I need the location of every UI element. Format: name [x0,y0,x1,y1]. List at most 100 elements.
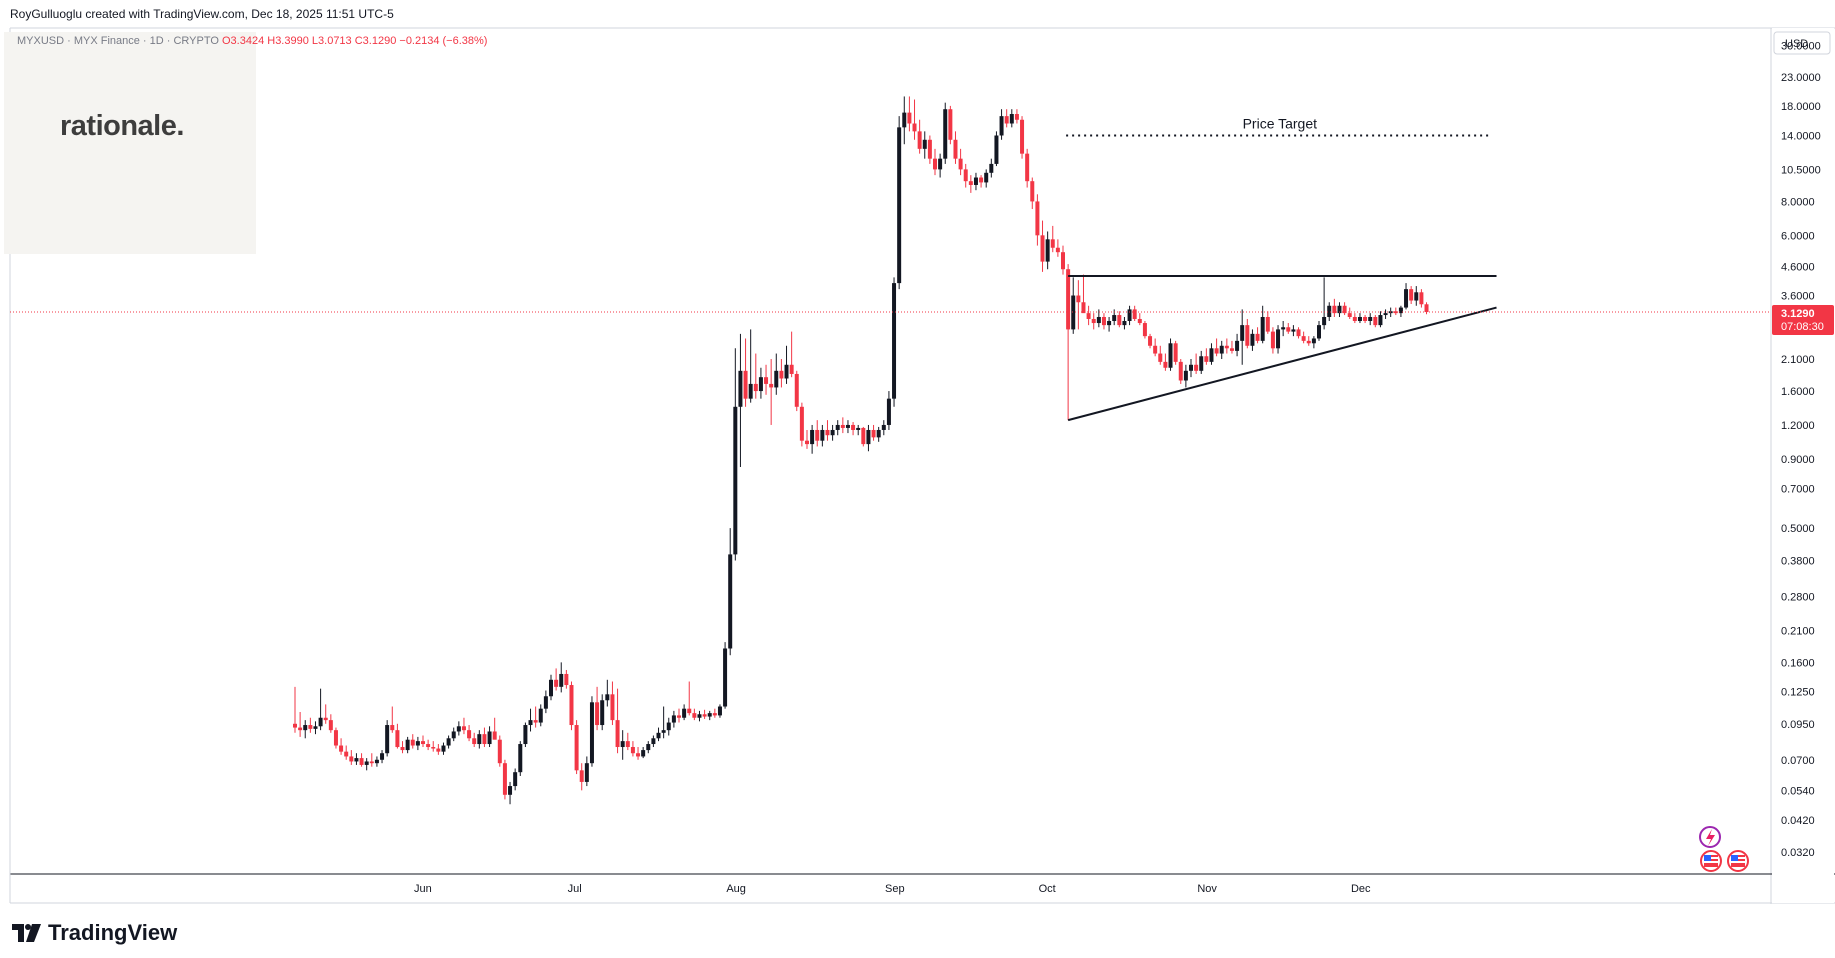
candle [472,732,477,748]
candle [385,720,390,757]
candle [1260,305,1265,344]
candle [1204,348,1209,365]
currency-label[interactable]: USD [1785,38,1808,50]
symbol-title[interactable]: MYXUSD · MYX Finance · 1D · CRYPTO [17,35,219,47]
candle [323,704,328,724]
candle [835,420,840,436]
candle [630,741,635,757]
candle [789,331,794,378]
candle [753,353,758,399]
candle-body [646,744,651,751]
candle-body [600,700,605,726]
candle-body [487,731,492,745]
tradingview-footer[interactable]: TradingView [12,920,177,946]
candle [953,131,958,164]
candle [538,704,543,727]
candle [851,422,856,436]
candle-body [303,725,308,731]
candle-body [1245,325,1250,346]
candle [636,747,641,760]
candle-body [1112,315,1117,321]
candle [359,753,364,767]
candle [1224,338,1229,354]
candle [554,668,559,691]
candle-body [426,744,431,748]
candle [1055,239,1060,257]
candle [523,722,528,748]
candle-body [298,727,303,731]
candle-body [1414,292,1419,301]
candle [1030,177,1035,210]
candle-body [1419,292,1424,305]
candle-body [1393,311,1398,314]
candle-body [380,753,385,760]
price-tick-label: 10.5000 [1781,164,1821,176]
candle-body [1173,343,1178,362]
candle [1091,313,1096,330]
candle [487,726,492,748]
candle-body [1306,340,1311,344]
candle-body [779,370,784,379]
candle-body [1301,336,1306,341]
candle [979,175,984,188]
candle [963,163,968,188]
candle-body [999,116,1004,136]
candle-body [318,717,323,727]
price-tick-label: 1.2000 [1781,420,1815,432]
candle-body [851,424,856,430]
candle-body [1265,316,1270,332]
candle-body [1219,345,1224,354]
candle [1132,305,1137,321]
candle [441,742,446,755]
candle [871,424,876,441]
us-flag-icon-2[interactable] [1727,850,1749,872]
candle [456,721,461,736]
candle [1168,338,1173,371]
candle [1235,333,1240,357]
candle-body [308,725,313,729]
us-flag-icon[interactable] [1700,850,1722,872]
candle-body [344,751,349,757]
candle-body [374,759,379,764]
price-tick-label: 0.2100 [1781,625,1815,637]
candle-body [738,370,743,407]
candle [1178,359,1183,384]
candle-body [820,429,825,441]
price-tick-label: 14.0000 [1781,130,1821,142]
price-tick-label: 0.7000 [1781,483,1815,495]
time-tick-label: Nov [1197,883,1217,895]
candle [625,732,630,751]
candle [559,662,564,693]
candle [692,708,697,721]
last-price-badge [1772,305,1834,336]
candlestick-series [293,96,1429,805]
candle-body [1061,252,1065,270]
candle-body [359,758,364,765]
candle-body [774,370,779,388]
candle [999,109,1004,140]
candle [989,158,994,178]
candle [1296,327,1301,339]
candle [395,723,400,749]
time-tick-label: Dec [1351,883,1371,895]
candle [1101,313,1106,330]
candle-body [564,673,569,686]
candle-body [707,713,712,717]
lightning-icon[interactable] [1699,826,1721,848]
candle-body [1286,327,1291,332]
candle-body [293,723,297,728]
candle [805,429,809,449]
candle [1398,305,1403,317]
candle [369,753,374,767]
candle [380,750,385,764]
candle-body [886,398,891,425]
symbol-legend[interactable]: MYXUSD · MYX Finance · 1D · CRYPTO O3.34… [17,35,487,47]
candle-body [794,373,799,407]
candle [666,717,671,736]
candle-body [328,720,333,731]
candle [1009,109,1014,128]
candle [1255,327,1260,344]
candle-body [687,708,692,714]
candle [1045,231,1050,270]
